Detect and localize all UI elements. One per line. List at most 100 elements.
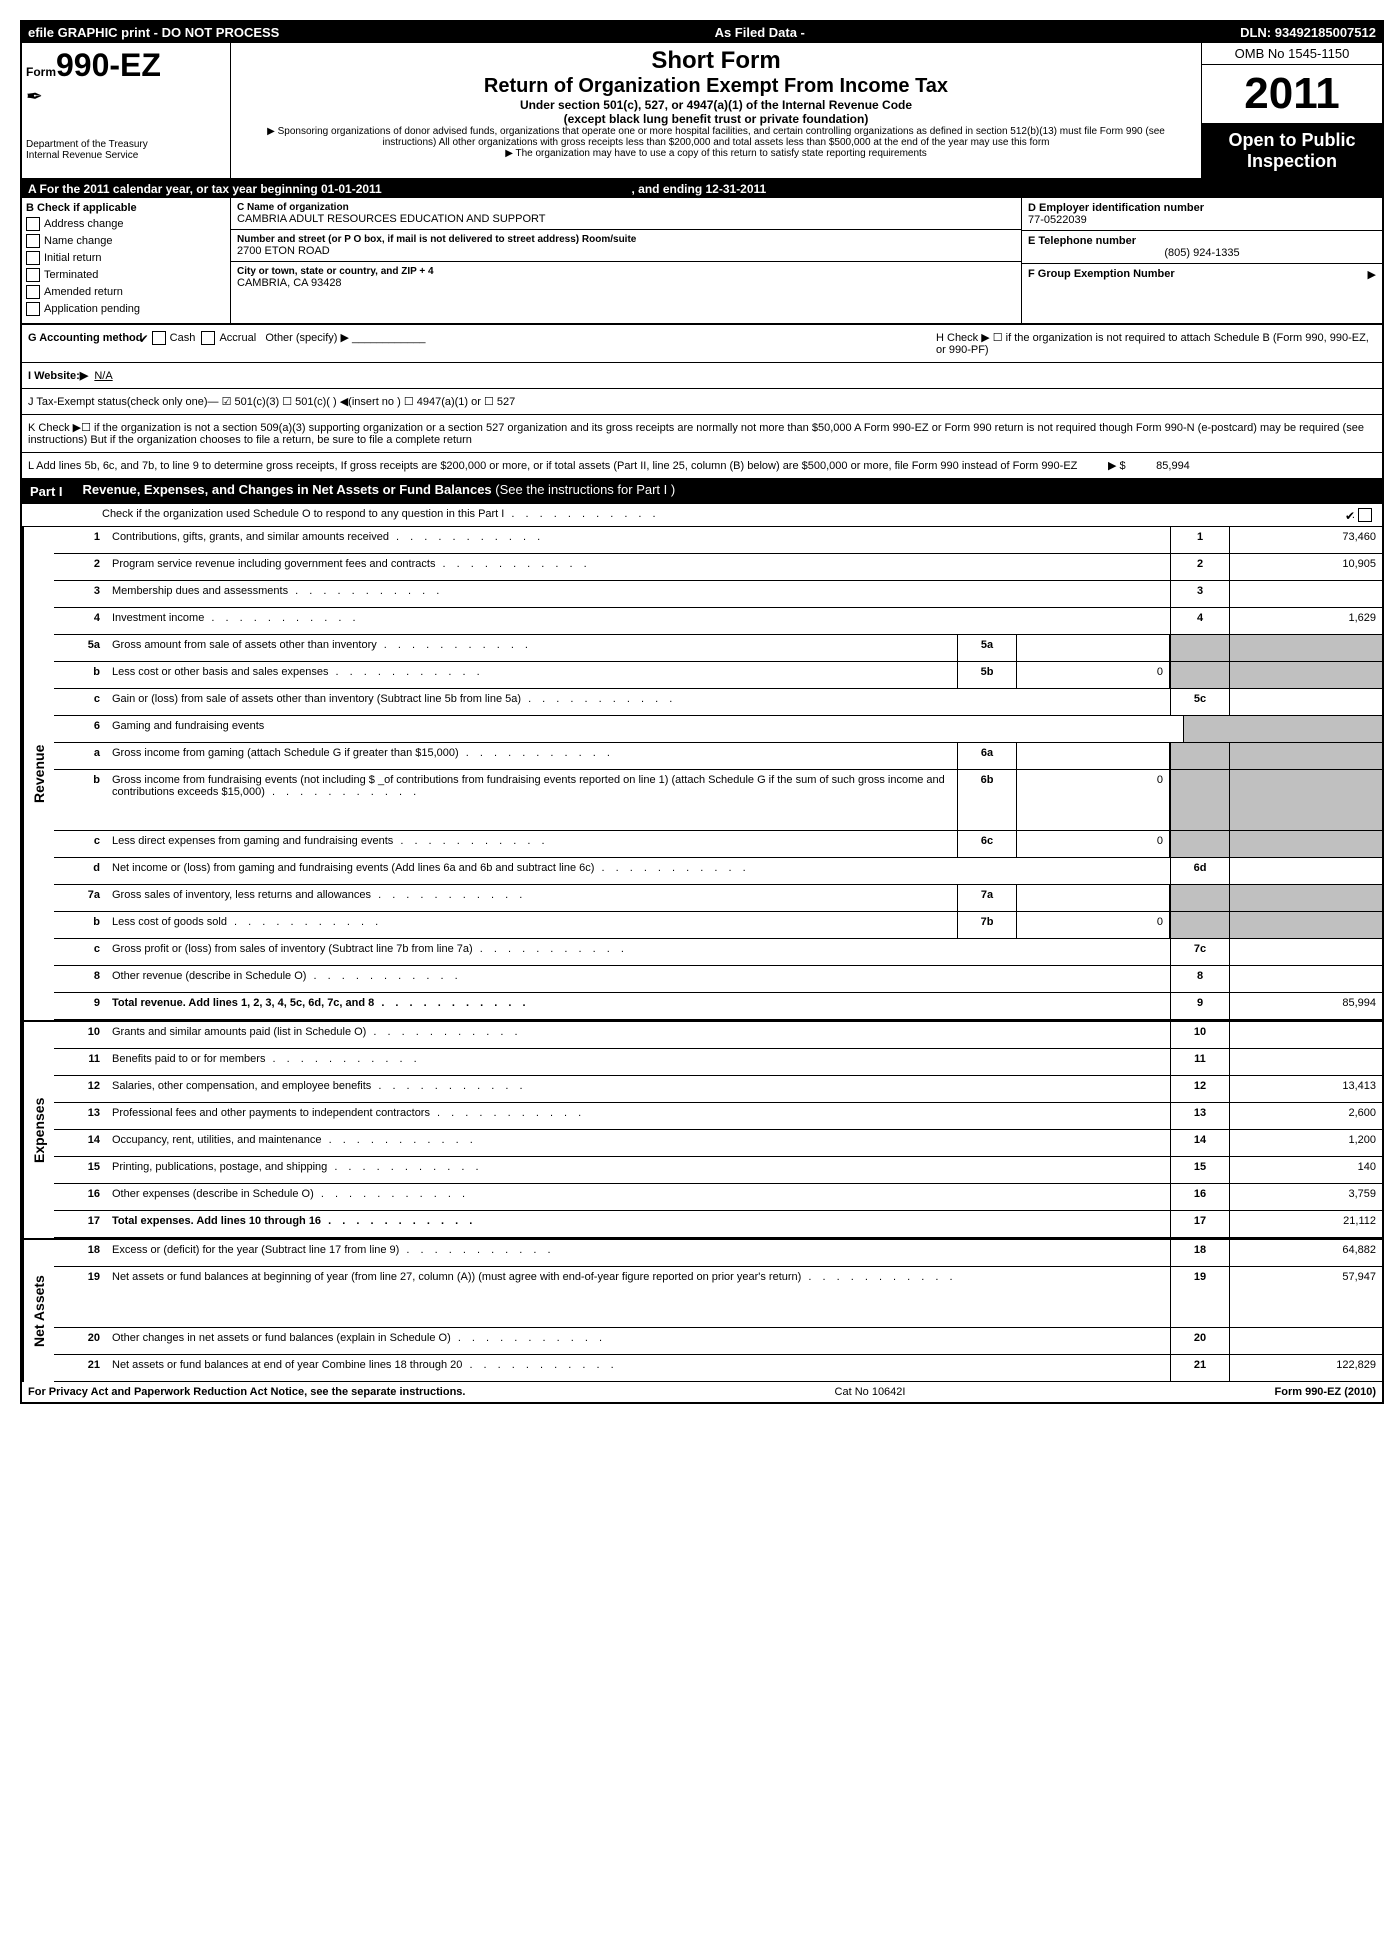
city-label: City or town, state or country, and ZIP … (237, 266, 1015, 277)
end-col-num: 20 (1170, 1328, 1230, 1354)
topbar-left: efile GRAPHIC print - DO NOT PROCESS (28, 25, 279, 40)
col-def: D Employer identification number 77-0522… (1022, 198, 1382, 323)
line-description: Other changes in net assets or fund bala… (106, 1328, 1170, 1354)
chk-initial-return[interactable] (26, 251, 40, 265)
end-col-value (1230, 635, 1382, 661)
end-col-num: 6d (1170, 858, 1230, 884)
telephone-label: E Telephone number (1028, 235, 1376, 247)
expenses-table: Expenses 10Grants and similar amounts pa… (22, 1020, 1382, 1238)
chk-accrual[interactable] (201, 331, 215, 345)
end-col-value: 85,994 (1230, 993, 1382, 1019)
group-exemption-label: F Group Exemption Number (1028, 268, 1368, 281)
fin-row: 2Program service revenue including gover… (54, 554, 1382, 581)
line-number: 17 (54, 1211, 106, 1237)
subtitle-except: (except black lung benefit trust or priv… (251, 112, 1181, 126)
col-b-checkboxes: B Check if applicable Address change Nam… (22, 198, 231, 323)
line-description: Salaries, other compensation, and employ… (106, 1076, 1170, 1102)
end-col-num: 10 (1170, 1022, 1230, 1048)
end-col-num: 13 (1170, 1103, 1230, 1129)
chk-address-change[interactable] (26, 217, 40, 231)
end-col-num: 4 (1170, 608, 1230, 634)
mid-col-value: 0 (1017, 662, 1170, 688)
line-description: Printing, publications, postage, and shi… (106, 1157, 1170, 1183)
fin-row: 20Other changes in net assets or fund ba… (54, 1328, 1382, 1355)
fin-row: aGross income from gaming (attach Schedu… (54, 743, 1382, 770)
end-col-value: 122,829 (1230, 1355, 1382, 1381)
topbar-right: DLN: 93492185007512 (1240, 25, 1376, 40)
chk-app-pending[interactable] (26, 302, 40, 316)
mid-col-value: 0 (1017, 770, 1170, 830)
fin-row: bLess cost or other basis and sales expe… (54, 662, 1382, 689)
mid-col-num: 7b (957, 912, 1017, 938)
form-990ez: efile GRAPHIC print - DO NOT PROCESS As … (20, 20, 1384, 1404)
org-name-label: C Name of organization (237, 202, 1015, 213)
chk-cash[interactable] (152, 331, 166, 345)
fin-row: 9Total revenue. Add lines 1, 2, 3, 4, 5c… (54, 993, 1382, 1020)
fin-row: 4Investment income41,629 (54, 608, 1382, 635)
section-bcdef: B Check if applicable Address change Nam… (22, 198, 1382, 325)
line-number: a (54, 743, 106, 769)
line-j-tax-status: J Tax-Exempt status(check only one)— ☑ 5… (22, 389, 1382, 415)
chk-schedule-o[interactable] (1358, 508, 1372, 522)
line-number: 11 (54, 1049, 106, 1075)
line-number: 1 (54, 527, 106, 553)
end-col-num (1170, 635, 1230, 661)
fin-row: dNet income or (loss) from gaming and fu… (54, 858, 1382, 885)
line-number: 9 (54, 993, 106, 1019)
fin-row: bGross income from fundraising events (n… (54, 770, 1382, 831)
chk-name-change[interactable] (26, 234, 40, 248)
chk-terminated[interactable] (26, 268, 40, 282)
end-col-num: 18 (1170, 1240, 1230, 1266)
fin-row: 1Contributions, gifts, grants, and simil… (54, 527, 1382, 554)
line-description: Benefits paid to or for members (106, 1049, 1170, 1075)
line-description: Less cost or other basis and sales expen… (106, 662, 957, 688)
footer-form-ref: Form 990-EZ (2010) (1275, 1386, 1376, 1398)
fin-row: 5aGross amount from sale of assets other… (54, 635, 1382, 662)
line-number: 3 (54, 581, 106, 607)
end-col-value: 1,629 (1230, 608, 1382, 634)
line-number: 20 (54, 1328, 106, 1354)
header-note2: The organization may have to use a copy … (251, 148, 1181, 159)
line-number: b (54, 912, 106, 938)
line-number: 8 (54, 966, 106, 992)
line-number: d (54, 858, 106, 884)
end-col-num (1170, 831, 1230, 857)
subtitle-section: Under section 501(c), 527, or 4947(a)(1)… (251, 98, 1181, 112)
end-col-num (1170, 662, 1230, 688)
footer-catno: Cat No 10642I (835, 1386, 906, 1398)
fin-row: 14Occupancy, rent, utilities, and mainte… (54, 1130, 1382, 1157)
dept-treasury: Department of the Treasury (26, 139, 226, 150)
mid-col-num: 6b (957, 770, 1017, 830)
line-description: Gross income from fundraising events (no… (106, 770, 957, 830)
fin-row: 15Printing, publications, postage, and s… (54, 1157, 1382, 1184)
end-col-num (1170, 885, 1230, 911)
part-1-sub: Check if the organization used Schedule … (22, 504, 1382, 527)
fin-row: 18Excess or (deficit) for the year (Subt… (54, 1240, 1382, 1267)
col-c-org-info: C Name of organization CAMBRIA ADULT RES… (231, 198, 1022, 323)
line-k: K Check ▶☐ if the organization is not a … (22, 415, 1382, 453)
end-col-num: 3 (1170, 581, 1230, 607)
line-l: L Add lines 5b, 6c, and 7b, to line 9 to… (22, 453, 1382, 479)
end-col-value (1230, 1328, 1382, 1354)
revenue-table: Revenue 1Contributions, gifts, grants, a… (22, 527, 1382, 1020)
line-description: Gross amount from sale of assets other t… (106, 635, 957, 661)
end-col-value (1230, 939, 1382, 965)
end-col-value: 57,947 (1230, 1267, 1382, 1327)
street-address: 2700 ETON ROAD (237, 245, 1015, 257)
chk-amended[interactable] (26, 285, 40, 299)
gross-receipts-amount: 85,994 (1156, 460, 1190, 472)
dept-irs: Internal Revenue Service (26, 150, 226, 161)
line-number: b (54, 770, 106, 830)
mid-col-num: 7a (957, 885, 1017, 911)
line-number: 13 (54, 1103, 106, 1129)
line-description: Net income or (loss) from gaming and fun… (106, 858, 1170, 884)
org-name: CAMBRIA ADULT RESOURCES EDUCATION AND SU… (237, 213, 1015, 225)
ein-label: D Employer identification number (1028, 202, 1376, 214)
line-description: Gross sales of inventory, less returns a… (106, 885, 957, 911)
end-col-value: 64,882 (1230, 1240, 1382, 1266)
line-number: 18 (54, 1240, 106, 1266)
line-number: c (54, 689, 106, 715)
line-description: Gross income from gaming (attach Schedul… (106, 743, 957, 769)
end-col-num: 15 (1170, 1157, 1230, 1183)
fin-row: cLess direct expenses from gaming and fu… (54, 831, 1382, 858)
